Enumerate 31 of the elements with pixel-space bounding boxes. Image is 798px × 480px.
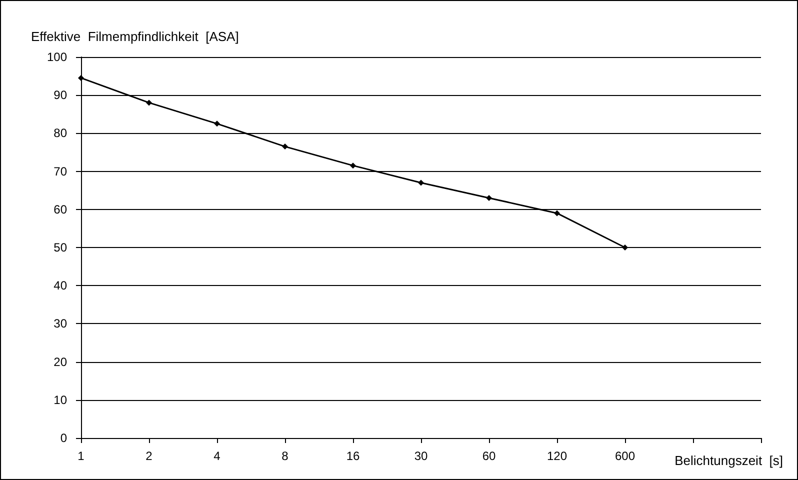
x-tick-label: 16: [346, 449, 360, 463]
y-tick-label: 20: [54, 354, 68, 369]
x-tick-label: 60: [482, 449, 496, 463]
y-tick-label: 30: [54, 316, 68, 331]
point: [622, 244, 628, 250]
point: [486, 194, 492, 201]
point: [350, 162, 356, 169]
x-tick-label: 8: [282, 449, 289, 463]
x-tick-label: 120: [546, 449, 568, 463]
point: [214, 120, 220, 127]
y-tick-label: 40: [54, 278, 68, 293]
y-tick-label: 90: [54, 88, 68, 102]
y-tick-label: 80: [54, 126, 68, 140]
x-tick-label: 1: [78, 449, 85, 463]
y-axis-title: Effektive Filmempfindlichkeit [ASA]: [31, 29, 239, 44]
x-tick-label: 600: [614, 449, 636, 463]
x-tick-label: 2: [146, 449, 153, 463]
x-tick-label: 4: [214, 449, 221, 463]
y-tick-label: 50: [54, 240, 68, 254]
point: [146, 100, 152, 106]
point: [554, 210, 560, 216]
x-tick-label: 30: [414, 449, 428, 463]
y-tick-label: 0: [60, 431, 68, 445]
y-tick-label: 70: [54, 164, 68, 178]
point: [282, 144, 288, 150]
point: [78, 74, 84, 81]
y-tick-label: 100: [46, 50, 68, 64]
y-tick-label: 60: [54, 202, 68, 216]
point: [418, 180, 424, 186]
y-tick-label: 10: [54, 392, 68, 407]
x-axis-title: Belichtungszeit [s]: [674, 453, 784, 468]
